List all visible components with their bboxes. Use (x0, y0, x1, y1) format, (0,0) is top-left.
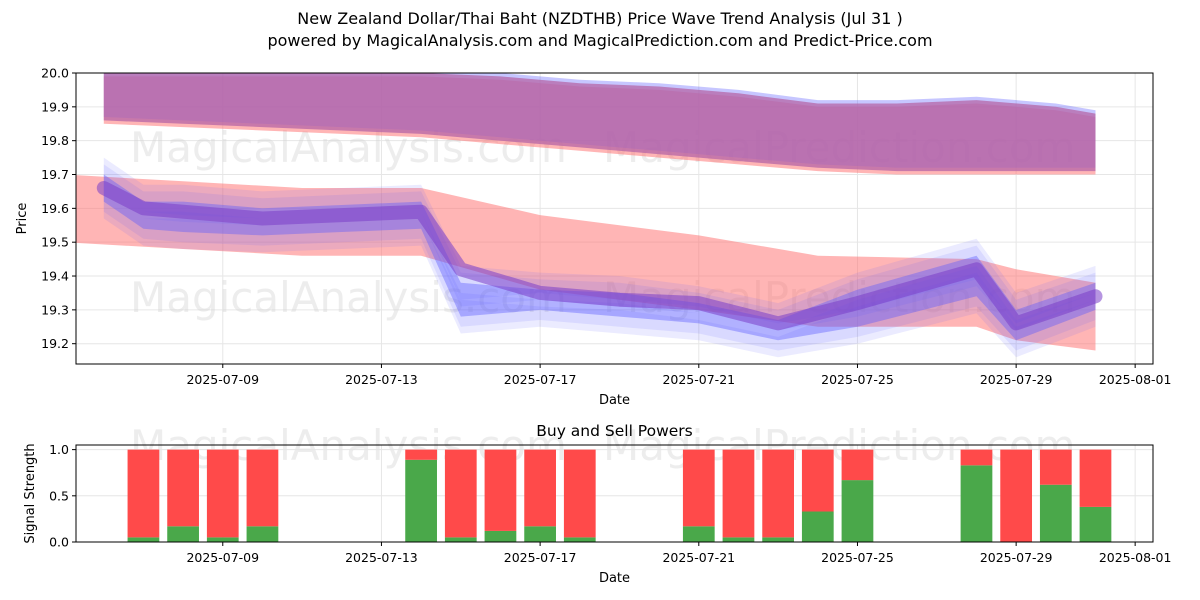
sell-bar (405, 449, 437, 460)
x-tick-label: 2025-07-17 (504, 372, 577, 387)
y-tick-label: 19.6 (41, 201, 69, 216)
bar-x-tick-label: 2025-08-01 (1099, 550, 1172, 565)
x-tick-label: 2025-07-09 (186, 372, 259, 387)
sell-bar (762, 449, 794, 538)
buy-bar (1079, 506, 1112, 542)
bar-y-tick-label: 1.0 (49, 442, 69, 457)
y-tick-label: 20.0 (41, 66, 69, 81)
buy-bar (246, 526, 279, 542)
x-tick-label: 2025-07-21 (662, 372, 735, 387)
sell-bar (960, 449, 993, 466)
buy-bar (960, 465, 993, 542)
bar-x-axis-label: Date (599, 571, 630, 586)
blue-wave-layer (103, 191, 1096, 358)
x-tick-label: 2025-07-29 (980, 372, 1053, 387)
bar-y-axis-label: Signal Strength (23, 443, 38, 543)
buy-bar (682, 526, 715, 542)
bar-x-tick-label: 2025-07-21 (662, 550, 735, 565)
sell-bar (1000, 449, 1033, 542)
blue-wave-layer (103, 164, 1096, 331)
sell-bar (1039, 449, 1072, 485)
buy-bar (444, 537, 477, 542)
sell-bar (127, 449, 160, 538)
sell-bar (246, 449, 279, 527)
bar-chart-title: Buy and Sell Powers (536, 422, 693, 440)
sell-bar (167, 449, 199, 527)
x-tick-label: 2025-08-01 (1099, 372, 1172, 387)
plot-area (76, 73, 1103, 358)
buy-bar (524, 526, 556, 542)
sell-bar (682, 449, 715, 527)
bar-x-tick-label: 2025-07-25 (821, 550, 894, 565)
buy-bar (484, 530, 517, 542)
sell-bar (484, 449, 517, 531)
sell-bar (722, 449, 755, 538)
sell-bar (524, 449, 556, 527)
bar-y-tick-label: 0.0 (49, 535, 69, 550)
bar-x-tick-label: 2025-07-17 (504, 550, 577, 565)
sell-bar (841, 449, 874, 481)
blue-wave-layer (103, 157, 1096, 324)
main-axes-frame (75, 72, 1154, 365)
y-tick-label: 19.2 (41, 336, 69, 351)
x-axis-label: Date (599, 393, 630, 408)
y-axis-label: Price (15, 203, 30, 235)
y-tick-label: 19.7 (41, 167, 69, 182)
purple-trend-line (96, 181, 1103, 331)
buy-bar (127, 537, 160, 542)
y-tick-label: 19.3 (41, 302, 69, 317)
y-tick-label: 19.9 (41, 99, 69, 114)
bar-y-tick-label: 0.5 (49, 488, 69, 503)
bar-x-tick-label: 2025-07-13 (345, 550, 418, 565)
buy-bar (841, 480, 874, 542)
sell-bar (1079, 449, 1112, 507)
sell-bar (206, 449, 239, 538)
chart-subtitle: powered by MagicalAnalysis.com and Magic… (267, 31, 933, 50)
buy-bar (167, 526, 199, 542)
buy-bar (1039, 484, 1072, 542)
sell-bar (444, 449, 477, 538)
x-tick-label: 2025-07-25 (821, 372, 894, 387)
y-tick-label: 19.8 (41, 133, 69, 148)
y-tick-label: 19.5 (41, 235, 69, 250)
buy-bar (801, 511, 834, 542)
chart-title: New Zealand Dollar/Thai Baht (NZDTHB) Pr… (297, 9, 903, 28)
sell-bar (563, 449, 596, 538)
sell-bar (801, 449, 834, 512)
buy-bar (206, 537, 239, 542)
bar-x-tick-label: 2025-07-29 (980, 550, 1053, 565)
x-tick-label: 2025-07-13 (345, 372, 418, 387)
buy-bar (762, 537, 794, 542)
buy-bar (405, 459, 437, 542)
buy-bar (563, 537, 596, 542)
buy-bar (722, 537, 755, 542)
bar-x-tick-label: 2025-07-09 (186, 550, 259, 565)
bar-axes-frame (75, 444, 1154, 543)
upper-overlap-band (103, 73, 1096, 172)
y-tick-label: 19.4 (41, 269, 69, 284)
